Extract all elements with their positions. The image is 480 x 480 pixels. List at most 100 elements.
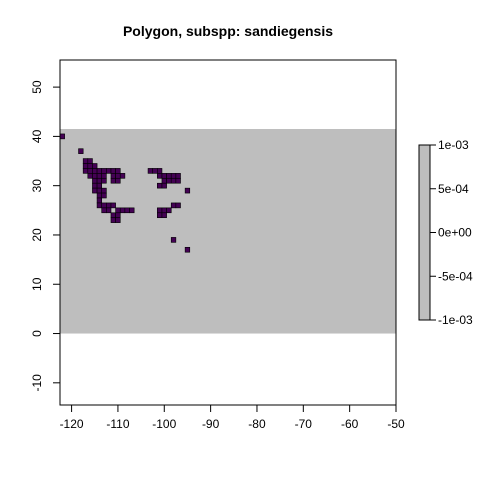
raster-cell	[106, 168, 112, 174]
raster-cell	[96, 173, 103, 179]
color-legend: 1e-03 5e-04 0e+00 -5e-04 -1e-03	[418, 138, 473, 327]
raster-cell	[157, 207, 163, 214]
raster-cell	[92, 187, 98, 194]
raster-cell	[115, 217, 121, 223]
raster-cell	[170, 202, 177, 209]
y-tick-label: 40	[30, 129, 44, 143]
raster-cell	[87, 173, 93, 179]
legend-tick-label: 5e-04	[438, 182, 469, 196]
raster-cell	[124, 207, 130, 214]
legend-tick-label: 0e+00	[438, 226, 472, 240]
raster-cell	[157, 212, 163, 219]
y-axis: -10 0 10 20 30 40 50	[30, 80, 61, 392]
raster-cell	[115, 173, 121, 179]
legend-colorbar	[418, 144, 431, 321]
raster-cell	[101, 173, 107, 179]
x-tick-label: -70	[295, 417, 313, 431]
raster-cell	[119, 173, 126, 179]
raster-cell	[92, 168, 98, 174]
raster-cell	[184, 246, 191, 253]
chart-title: Polygon, subspp: sandiegensis	[123, 23, 333, 39]
raster-cell	[101, 202, 107, 209]
y-tick-label: 20	[30, 228, 44, 242]
raster-cell	[170, 237, 177, 243]
raster-cell	[110, 168, 116, 174]
y-tick-label: 0	[30, 330, 44, 337]
raster-cell	[115, 177, 121, 184]
raster-cell	[166, 177, 172, 184]
raster-cell	[161, 207, 167, 214]
raster-cell	[119, 207, 126, 214]
raster-cell	[170, 173, 177, 179]
raster-cell	[115, 168, 121, 174]
raster-cell	[170, 177, 177, 184]
x-axis: -120 -110 -100 -90 -80 -70 -60 -50	[60, 404, 405, 431]
raster-cells	[59, 133, 191, 253]
raster-cell	[157, 182, 163, 189]
raster-cell	[101, 177, 107, 184]
raster-cell	[92, 173, 98, 179]
y-tick-label: 30	[30, 179, 44, 193]
axes: -120 -110 -100 -90 -80 -70 -60 -50-100102030405…	[30, 80, 405, 431]
raster-cell	[152, 168, 158, 174]
raster-cell	[110, 202, 116, 209]
raster-cell	[101, 207, 107, 214]
raster-cell	[184, 187, 191, 194]
raster-cell	[147, 168, 153, 174]
y-tick-label: 50	[30, 80, 44, 94]
raster-cell	[161, 177, 167, 184]
raster-cell	[110, 212, 116, 219]
raster-cell	[175, 177, 181, 184]
y-tick-label: 10	[30, 277, 44, 291]
raster-cell	[175, 173, 181, 179]
legend-tick-label: -1e-03	[438, 313, 473, 327]
raster-cell	[166, 207, 172, 214]
raster-cell	[110, 217, 116, 223]
raster-background	[60, 129, 396, 334]
raster-cell	[101, 187, 107, 194]
raster-cell	[110, 173, 116, 179]
raster-cell	[92, 163, 98, 169]
raster-cell	[166, 173, 172, 179]
y-tick-label: -10	[30, 374, 44, 392]
raster-cell	[96, 177, 103, 184]
legend-tick-label: 1e-03	[438, 138, 469, 152]
x-tick-label: -110	[106, 417, 129, 431]
raster-cell	[82, 158, 89, 164]
raster-cell	[106, 202, 112, 209]
raster-cell	[87, 168, 93, 174]
raster-cell	[101, 168, 107, 174]
raster-cell	[96, 197, 103, 204]
raster-cell	[161, 173, 167, 179]
raster-cell	[96, 168, 103, 174]
raster-cell	[161, 182, 167, 189]
raster-cell	[96, 182, 103, 189]
raster-cell	[87, 158, 93, 164]
raster-cell	[129, 207, 135, 214]
raster-cell	[82, 163, 89, 169]
raster-cell	[101, 192, 107, 199]
raster-cell	[175, 202, 181, 209]
x-tick-label: -120	[60, 417, 84, 431]
raster-cell	[96, 187, 103, 194]
raster-cell	[87, 163, 93, 169]
raster-cell	[115, 212, 121, 219]
x-tick-label: -80	[248, 417, 266, 431]
raster-cell	[157, 168, 163, 174]
x-tick-label: -50	[387, 417, 405, 431]
legend-tick-label: -5e-04	[438, 269, 473, 283]
raster-cell	[92, 177, 98, 184]
raster-cell	[96, 202, 103, 209]
raster-cell	[96, 192, 103, 199]
plot-panel	[60, 129, 396, 334]
raster-cell	[110, 177, 116, 184]
x-tick-label: -90	[202, 417, 220, 431]
raster-cell	[115, 207, 121, 214]
raster-cell	[82, 168, 89, 174]
raster-cell	[78, 148, 84, 154]
x-tick-label: -100	[152, 417, 176, 431]
raster-cell	[92, 182, 98, 189]
raster-cell	[59, 133, 65, 140]
raster-cell	[106, 207, 112, 214]
